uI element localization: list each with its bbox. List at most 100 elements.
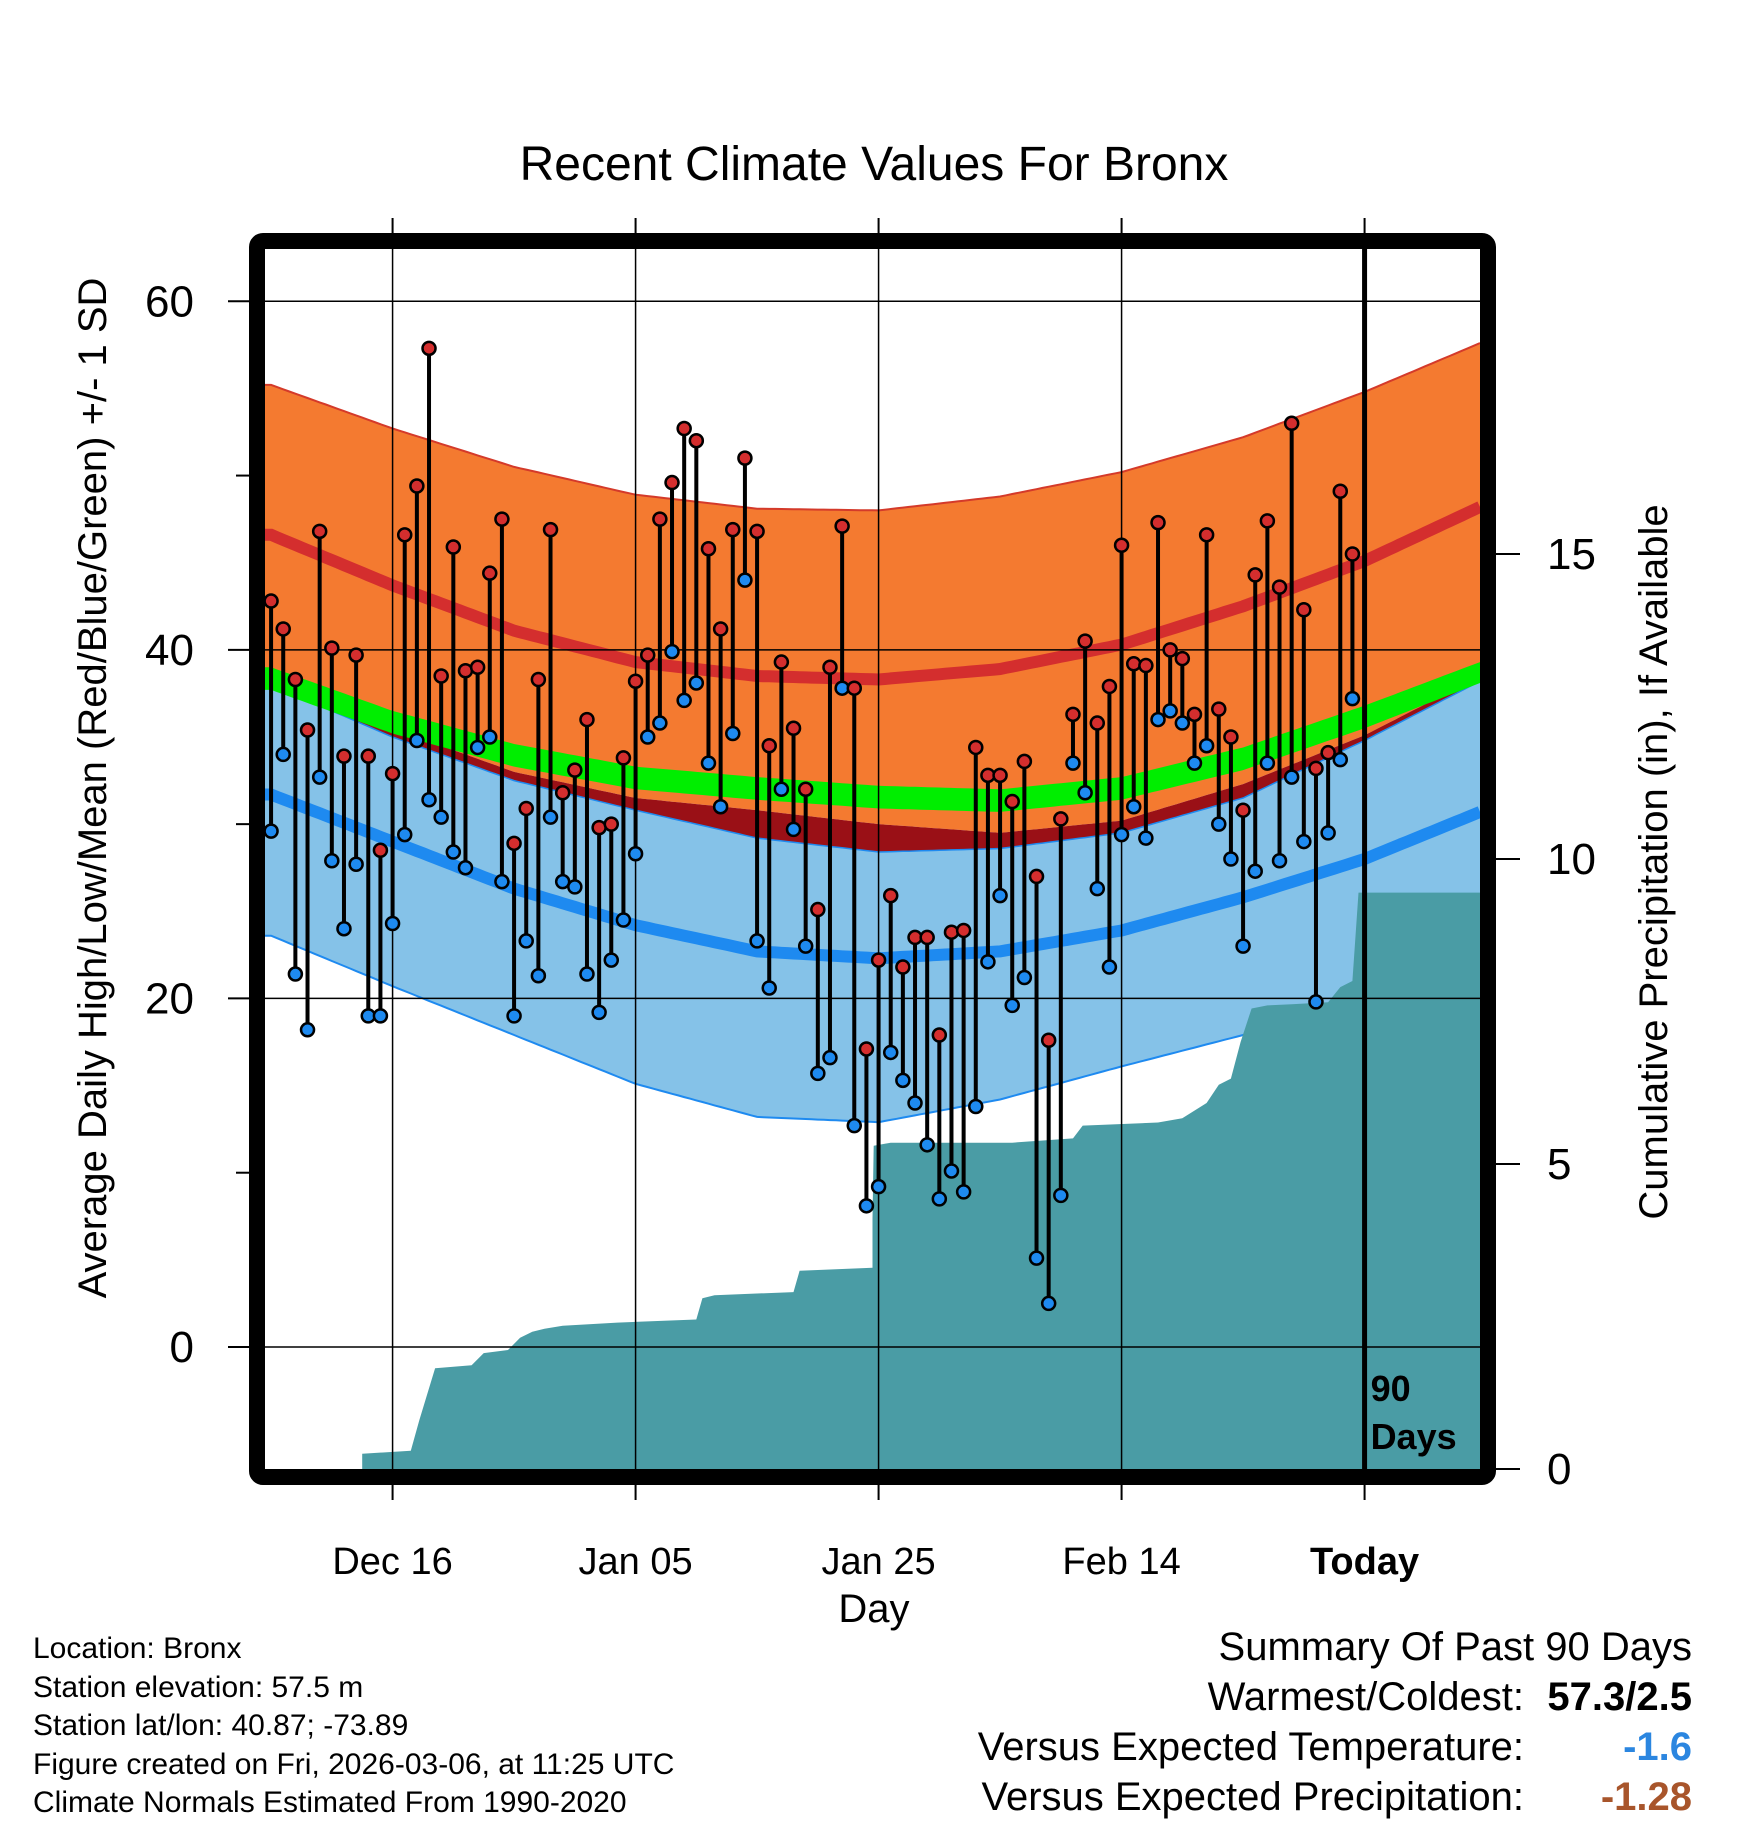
daily-high-point bbox=[554, 785, 571, 801]
precip-anomaly-label: Versus Expected Precipitation: bbox=[981, 1775, 1524, 1819]
daily-low-point bbox=[664, 643, 680, 660]
warmest-coldest-label: Warmest/Coldest: bbox=[1207, 1675, 1524, 1719]
daily-low-point bbox=[396, 826, 413, 843]
daily-high-point bbox=[518, 800, 534, 817]
created-text: Figure created on Fri, 2026-03-06, at 11… bbox=[33, 1747, 675, 1781]
daily-low-point bbox=[773, 781, 790, 798]
daily-high-point bbox=[919, 929, 935, 946]
daily-high-point bbox=[810, 901, 826, 918]
daily-high-point bbox=[1332, 483, 1349, 500]
daily-high-point bbox=[530, 671, 547, 688]
daily-low-point bbox=[1247, 863, 1263, 879]
low-sd-band bbox=[265, 681, 1480, 1123]
normals-text: Climate Normals Estimated From 1990-2020 bbox=[33, 1786, 627, 1819]
daily-high-point bbox=[773, 654, 790, 670]
daily-low-point bbox=[530, 968, 547, 984]
daily-high-point bbox=[494, 511, 510, 527]
daily-high-point bbox=[712, 621, 729, 637]
daily-low-point bbox=[858, 1198, 875, 1214]
daily-low-point bbox=[494, 873, 510, 890]
daily-high-point bbox=[1065, 706, 1081, 723]
daily-low-point bbox=[943, 1163, 960, 1179]
daily-high-point bbox=[311, 523, 328, 540]
daily-high-point bbox=[1089, 715, 1106, 731]
daily-low-point bbox=[797, 938, 814, 954]
daily-high-point bbox=[409, 478, 425, 494]
daily-low-point bbox=[955, 1184, 972, 1200]
daily-low-point bbox=[591, 1004, 607, 1021]
daily-high-point bbox=[1150, 514, 1166, 531]
y-axis-label: Average Daily High/Low/Mean (Red/Blue/Gr… bbox=[71, 278, 115, 1299]
daily-high-point bbox=[834, 518, 850, 534]
daily-low-point bbox=[615, 912, 632, 928]
temp-anomaly-label: Versus Expected Temperature: bbox=[977, 1725, 1524, 1769]
daily-low-point bbox=[882, 1044, 899, 1061]
daily-low-point bbox=[1283, 769, 1300, 785]
daily-high-point bbox=[1162, 642, 1178, 658]
daily-low-point bbox=[725, 725, 741, 742]
daily-low-point bbox=[1077, 785, 1093, 801]
daily-high-point bbox=[639, 647, 656, 663]
daily-low-point bbox=[627, 846, 644, 862]
daily-low-point bbox=[870, 1178, 887, 1195]
daily-low-point bbox=[457, 859, 474, 876]
daily-high-point bbox=[1296, 602, 1312, 618]
daily-high-point bbox=[615, 750, 632, 766]
daily-high-point bbox=[372, 842, 389, 859]
daily-high-point bbox=[737, 450, 753, 466]
daily-high-point bbox=[384, 765, 401, 782]
daily-high-point bbox=[567, 762, 583, 778]
temp-anomaly-value: -1.6 bbox=[1623, 1725, 1692, 1769]
daily-low-point bbox=[737, 572, 753, 588]
daily-low-point bbox=[1296, 833, 1312, 850]
daily-low-point bbox=[324, 852, 340, 869]
daily-low-point bbox=[275, 746, 291, 763]
daily-high-point bbox=[482, 565, 498, 581]
daily-high-point bbox=[360, 748, 377, 764]
daily-low-point bbox=[1150, 711, 1166, 728]
daily-high-point bbox=[1028, 868, 1045, 885]
daily-low-point bbox=[336, 920, 352, 937]
daily-high-point bbox=[1211, 701, 1227, 717]
daily-high-point bbox=[955, 922, 972, 939]
daily-high-point bbox=[433, 668, 449, 684]
precip-tick-label: 0 bbox=[1547, 1445, 1571, 1494]
daily-high-point bbox=[943, 924, 960, 940]
plot-frame bbox=[249, 233, 1496, 1485]
location-text: Location: Bronx bbox=[33, 1632, 242, 1665]
mean-sd-band bbox=[265, 676, 1480, 852]
daily-high-point bbox=[700, 541, 717, 557]
daily-high-point bbox=[627, 673, 644, 689]
daily-high-point bbox=[725, 521, 741, 538]
x-tick-label: Feb 14 bbox=[1062, 1541, 1180, 1583]
x-axis-label: Day bbox=[838, 1587, 909, 1631]
daily-low-point bbox=[810, 1065, 826, 1082]
daily-low-point bbox=[1162, 703, 1178, 719]
daily-low-point bbox=[1004, 997, 1020, 1014]
axes: Dec 16 Jan 05 Jan 25 Feb 14 Today 0 20 40 60 0 5 10… bbox=[145, 218, 1596, 1583]
daily-low-point bbox=[311, 769, 328, 785]
daily-low-point bbox=[265, 823, 279, 839]
daily-high-point bbox=[275, 621, 291, 637]
daily-high-point bbox=[1344, 546, 1361, 562]
daily-low-point bbox=[409, 732, 425, 749]
daily-low-point bbox=[506, 1008, 522, 1024]
daily-low-point bbox=[785, 821, 802, 838]
daily-high-point bbox=[1016, 753, 1033, 770]
latlon-text: Station lat/lon: 40.87; -73.89 bbox=[33, 1709, 409, 1742]
daily-high-point bbox=[396, 527, 413, 543]
daily-low-point bbox=[579, 966, 595, 982]
precip-anomaly-value: -1.28 bbox=[1600, 1775, 1692, 1819]
daily-high-point bbox=[579, 711, 595, 728]
daily-low-point bbox=[1332, 751, 1349, 768]
daily-high-point bbox=[664, 474, 680, 491]
daily-high-point bbox=[1223, 729, 1239, 745]
daily-low-point bbox=[445, 844, 462, 860]
daily-high-point bbox=[1113, 537, 1130, 554]
daily-low-point bbox=[1113, 826, 1130, 843]
daily-low-point bbox=[1271, 852, 1288, 869]
daily-low-point bbox=[1089, 880, 1106, 897]
daily-high-point bbox=[469, 659, 486, 676]
daily-high-point bbox=[506, 835, 522, 852]
